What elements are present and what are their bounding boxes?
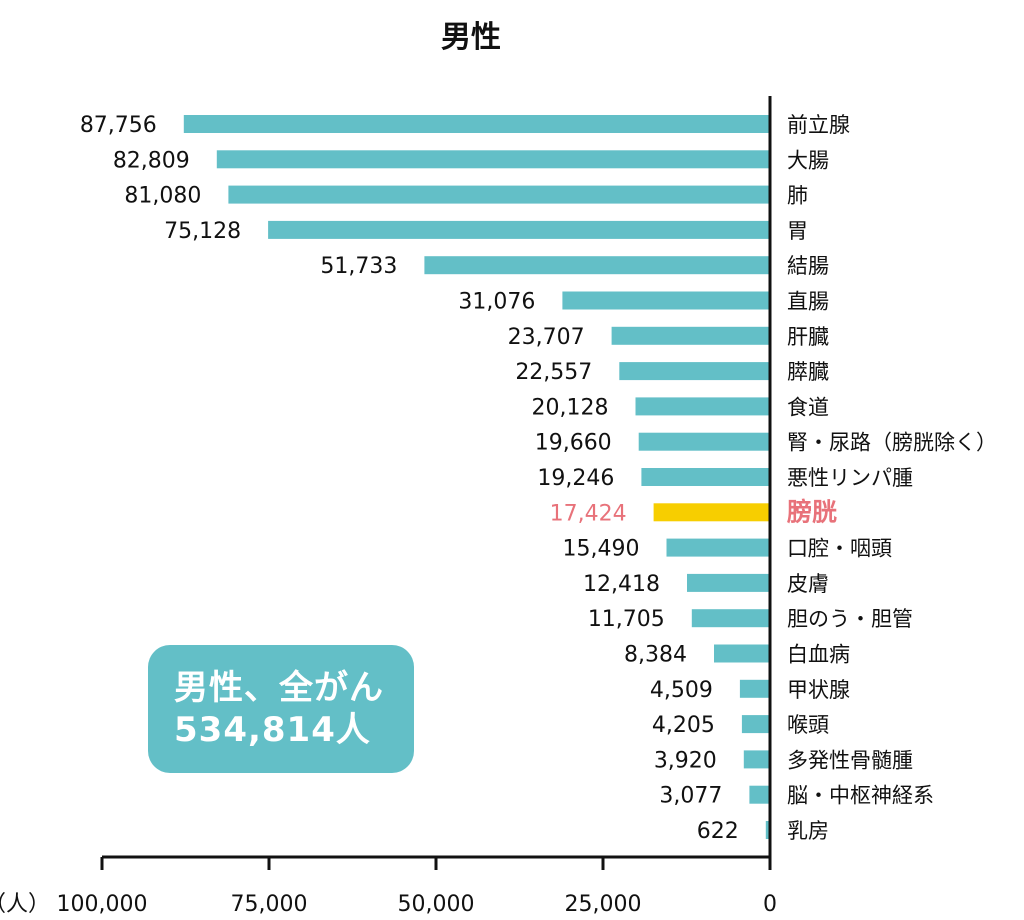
- bar: [619, 362, 770, 381]
- category-label: 多発性骨髄腫: [787, 748, 913, 772]
- bar: [268, 220, 770, 239]
- value-label: 19,246: [537, 466, 614, 491]
- category-label: 大腸: [787, 148, 829, 172]
- bar: [562, 291, 770, 310]
- bar: [691, 609, 770, 628]
- category-label: 食道: [787, 395, 829, 419]
- bar: [749, 785, 770, 804]
- total-summary-label: 男性、全がん: [174, 668, 384, 708]
- bar: [666, 538, 770, 557]
- chart-title: 男性: [441, 20, 501, 55]
- bar: [424, 256, 770, 275]
- value-label: 4,205: [652, 713, 715, 738]
- category-label: 乳房: [787, 819, 829, 843]
- value-label: 4,509: [650, 678, 713, 703]
- value-label: 3,920: [654, 748, 717, 773]
- bar: [183, 115, 771, 133]
- value-label: 3,077: [659, 784, 722, 809]
- value-label: 75,128: [164, 219, 241, 244]
- category-label: 胃: [787, 219, 808, 243]
- value-label: 82,809: [113, 148, 190, 173]
- category-label: 肺: [787, 184, 808, 208]
- bar: [739, 679, 770, 698]
- category-label: 膵臓: [787, 360, 829, 384]
- bar: [641, 468, 770, 486]
- value-label: 23,707: [508, 325, 585, 350]
- bars-layer: 87,756 前立腺 82,809 大腸 81,080 肺 75,128 胃 51,733 結腸 3…: [80, 113, 997, 844]
- bar: [216, 150, 771, 169]
- category-label: 直腸: [787, 290, 829, 314]
- value-label: 622: [697, 819, 739, 844]
- value-label: 31,076: [458, 290, 535, 315]
- value-label: 15,490: [563, 537, 640, 562]
- total-summary-value: 534,814人: [174, 710, 371, 750]
- category-label: 皮膚: [787, 572, 829, 596]
- category-label: 口腔・咽頭: [787, 537, 892, 561]
- bar: [741, 715, 770, 734]
- x-tick-label: 25,000: [565, 892, 642, 917]
- bar: [714, 644, 770, 663]
- value-label: 51,733: [320, 254, 397, 279]
- category-label: 腎・尿路（膀胱除く）: [787, 431, 997, 455]
- bar: [638, 432, 770, 451]
- x-tick-label: 50,000: [398, 892, 475, 917]
- bar: [687, 573, 770, 592]
- value-label: 8,384: [624, 643, 687, 668]
- value-label: 17,424: [550, 501, 627, 526]
- category-label: 甲状腺: [787, 678, 850, 702]
- category-label: 白血病: [787, 643, 850, 667]
- axes-layer: 100,000 75,000 50,000 25,000 0 （人）: [0, 96, 777, 917]
- bar-highlight: [653, 503, 770, 522]
- total-summary-box: 男性、全がん 534,814人: [148, 645, 414, 773]
- value-label: 19,660: [535, 431, 612, 456]
- value-label: 87,756: [80, 113, 157, 138]
- bar: [228, 185, 770, 204]
- value-label: 11,705: [588, 607, 665, 632]
- x-tick-label: 75,000: [231, 892, 308, 917]
- category-label: 胆のう・胆管: [787, 607, 913, 631]
- bar: [635, 397, 770, 416]
- category-label: 膀胱: [786, 497, 837, 526]
- value-label: 20,128: [532, 395, 609, 420]
- bar: [743, 750, 770, 769]
- x-tick-label: 100,000: [57, 892, 148, 917]
- bar: [765, 821, 770, 839]
- bar: [611, 326, 770, 345]
- category-label: 肝臓: [787, 325, 829, 349]
- x-tick-label: 0: [763, 892, 777, 917]
- category-label: 前立腺: [787, 113, 850, 137]
- value-label: 12,418: [583, 572, 660, 597]
- category-label: 喉頭: [787, 713, 829, 737]
- x-unit-label: （人）: [0, 892, 50, 917]
- category-label: 結腸: [787, 254, 829, 278]
- value-label: 81,080: [124, 184, 201, 209]
- category-label: 脳・中枢神経系: [787, 784, 934, 808]
- category-label: 悪性リンパ腫: [787, 466, 913, 490]
- value-label: 22,557: [515, 360, 592, 385]
